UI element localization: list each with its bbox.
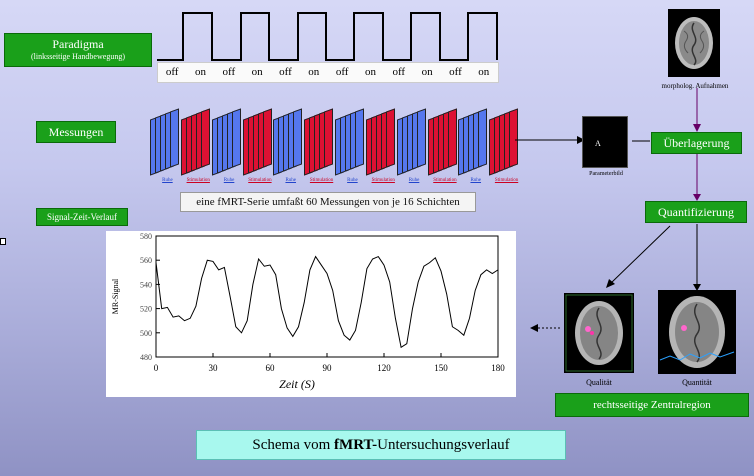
rest-block: Ruhe	[335, 108, 366, 188]
signal-time-chart: 0 30 60 90 120 150 180 480 500 520 540 560 580 Zeit (…	[106, 231, 516, 397]
paradigm-state: off	[449, 66, 462, 78]
rest-block: Ruhe	[396, 108, 428, 188]
stimulation-block: Stimulation	[242, 108, 274, 188]
parameter-map-symbol: A	[595, 139, 601, 148]
x-tick-label: 120	[377, 363, 391, 373]
arrow-overlay-quantify	[693, 154, 701, 201]
slice	[355, 108, 364, 168]
parameter-map-image: A	[582, 116, 628, 168]
stimulation-block: Stimulation	[365, 108, 397, 188]
paradigm-title: Paradigma	[52, 37, 104, 51]
slice	[385, 108, 395, 168]
x-tick-label: 150	[434, 363, 448, 373]
block-label: Stimulation	[371, 178, 395, 183]
slice	[231, 108, 241, 168]
signal-time-box: Signal-Zeit-Verlauf	[36, 208, 128, 226]
rest-block: Ruhe	[150, 108, 181, 188]
rest-block: Ruhe	[458, 108, 489, 188]
x-axis-label: Zeit (S)	[279, 377, 315, 391]
parameter-map-label: Parameterbild	[589, 171, 623, 177]
slice	[416, 108, 426, 168]
y-tick-label: 520	[140, 305, 152, 314]
x-tick-label: 180	[491, 363, 505, 373]
schema-title-post: Untersuchungsverlauf	[377, 437, 510, 453]
block-label: Ruhe	[285, 178, 297, 183]
block-label: Stimulation	[309, 178, 334, 183]
arrow-qualitative-chart	[530, 324, 562, 332]
block-label: Ruhe	[162, 178, 173, 183]
stimulation-block: Stimulation	[304, 108, 335, 188]
paradigm-state: off	[392, 66, 406, 78]
stimulation-block: Stimulation	[489, 108, 520, 188]
stimulation-block: Stimulation	[427, 108, 459, 188]
qualitative-label: Qualität	[586, 378, 612, 387]
paradigm-state: on	[364, 66, 376, 78]
signal-line	[155, 255, 499, 349]
paradigm-state: off	[279, 66, 292, 78]
measurements-box: Messungen	[36, 121, 116, 143]
arrow-to-parameter-map	[515, 136, 585, 144]
morphology-label: morpholog. Aufnahmen	[661, 82, 729, 90]
x-tick-label: 60	[266, 363, 276, 373]
y-tick-label: 580	[140, 232, 152, 241]
edge-marker	[0, 238, 6, 245]
slice	[200, 108, 210, 168]
paradigm-state: on	[251, 66, 263, 78]
measurement-stack: Ruhe Stimulation Ruhe Stimulation Ruhe Stimul…	[150, 108, 520, 188]
slice	[262, 108, 272, 168]
block-label: Ruhe	[470, 178, 482, 183]
paradigm-states: off on off on off on off on off on off on	[157, 62, 499, 83]
qualitative-scan	[564, 293, 634, 373]
slice	[447, 108, 457, 168]
paradigm-state: on	[194, 66, 206, 78]
paradigm-box: Paradigma (linksseitige Handbewegung)	[4, 33, 152, 67]
block-label: Stimulation	[186, 178, 210, 183]
schema-title-pre: Schema vom	[252, 437, 335, 453]
paradigm-state: off	[222, 66, 236, 78]
schema-title-bold: fMRT-	[334, 437, 378, 453]
schema-title: Schema vom fMRT-Untersuchungsverlauf	[196, 430, 566, 460]
quantitative-label: Quantität	[682, 378, 712, 387]
paradigm-state: off	[335, 66, 349, 78]
block-label: Ruhe	[223, 178, 235, 183]
arrows-to-results	[606, 224, 701, 291]
x-tick-label: 30	[209, 363, 219, 373]
paradigm-square-wave	[157, 12, 498, 61]
series-caption: eine fMRT-Serie umfaßt 60 Messungen von …	[180, 192, 476, 212]
y-tick-label: 500	[140, 329, 152, 338]
paradigm-state: off	[165, 66, 179, 78]
quantitative-scan	[658, 290, 736, 374]
paradigm-state: on	[421, 66, 433, 78]
rest-block: Ruhe	[273, 108, 304, 188]
block-label: Ruhe	[347, 178, 358, 183]
paradigm-wave	[157, 12, 498, 61]
rest-block: Ruhe	[211, 108, 243, 188]
morphology-scan	[668, 9, 720, 77]
paradigm-state: on	[478, 66, 490, 78]
slice	[478, 108, 488, 168]
stimulation-block: Stimulation	[180, 108, 212, 188]
block-label: Stimulation	[248, 178, 272, 183]
block-label: Ruhe	[408, 178, 420, 183]
arrow-morphology-overlay	[693, 88, 701, 132]
y-tick-label: 480	[140, 353, 152, 362]
paradigm-subtitle: (linksseitige Handbewegung)	[31, 52, 125, 61]
paradigm-state: on	[308, 66, 320, 78]
slice	[324, 108, 334, 168]
x-tick-label: 90	[323, 363, 333, 373]
overlay-box: Überlagerung	[651, 132, 742, 154]
slice	[170, 108, 179, 168]
block-label: Stimulation	[433, 178, 457, 183]
x-tick-label: 0	[154, 363, 159, 373]
y-axis-label: MR-Signal	[111, 278, 120, 314]
y-tick-label: 560	[140, 256, 152, 265]
quantify-box: Quantifizierung	[645, 201, 747, 223]
slice	[293, 108, 303, 168]
region-box: rechtsseitige Zentralregion	[555, 393, 749, 417]
connector-parameter-overlay	[632, 140, 650, 142]
y-tick-label: 540	[140, 280, 152, 289]
block-label: Stimulation	[494, 178, 519, 183]
